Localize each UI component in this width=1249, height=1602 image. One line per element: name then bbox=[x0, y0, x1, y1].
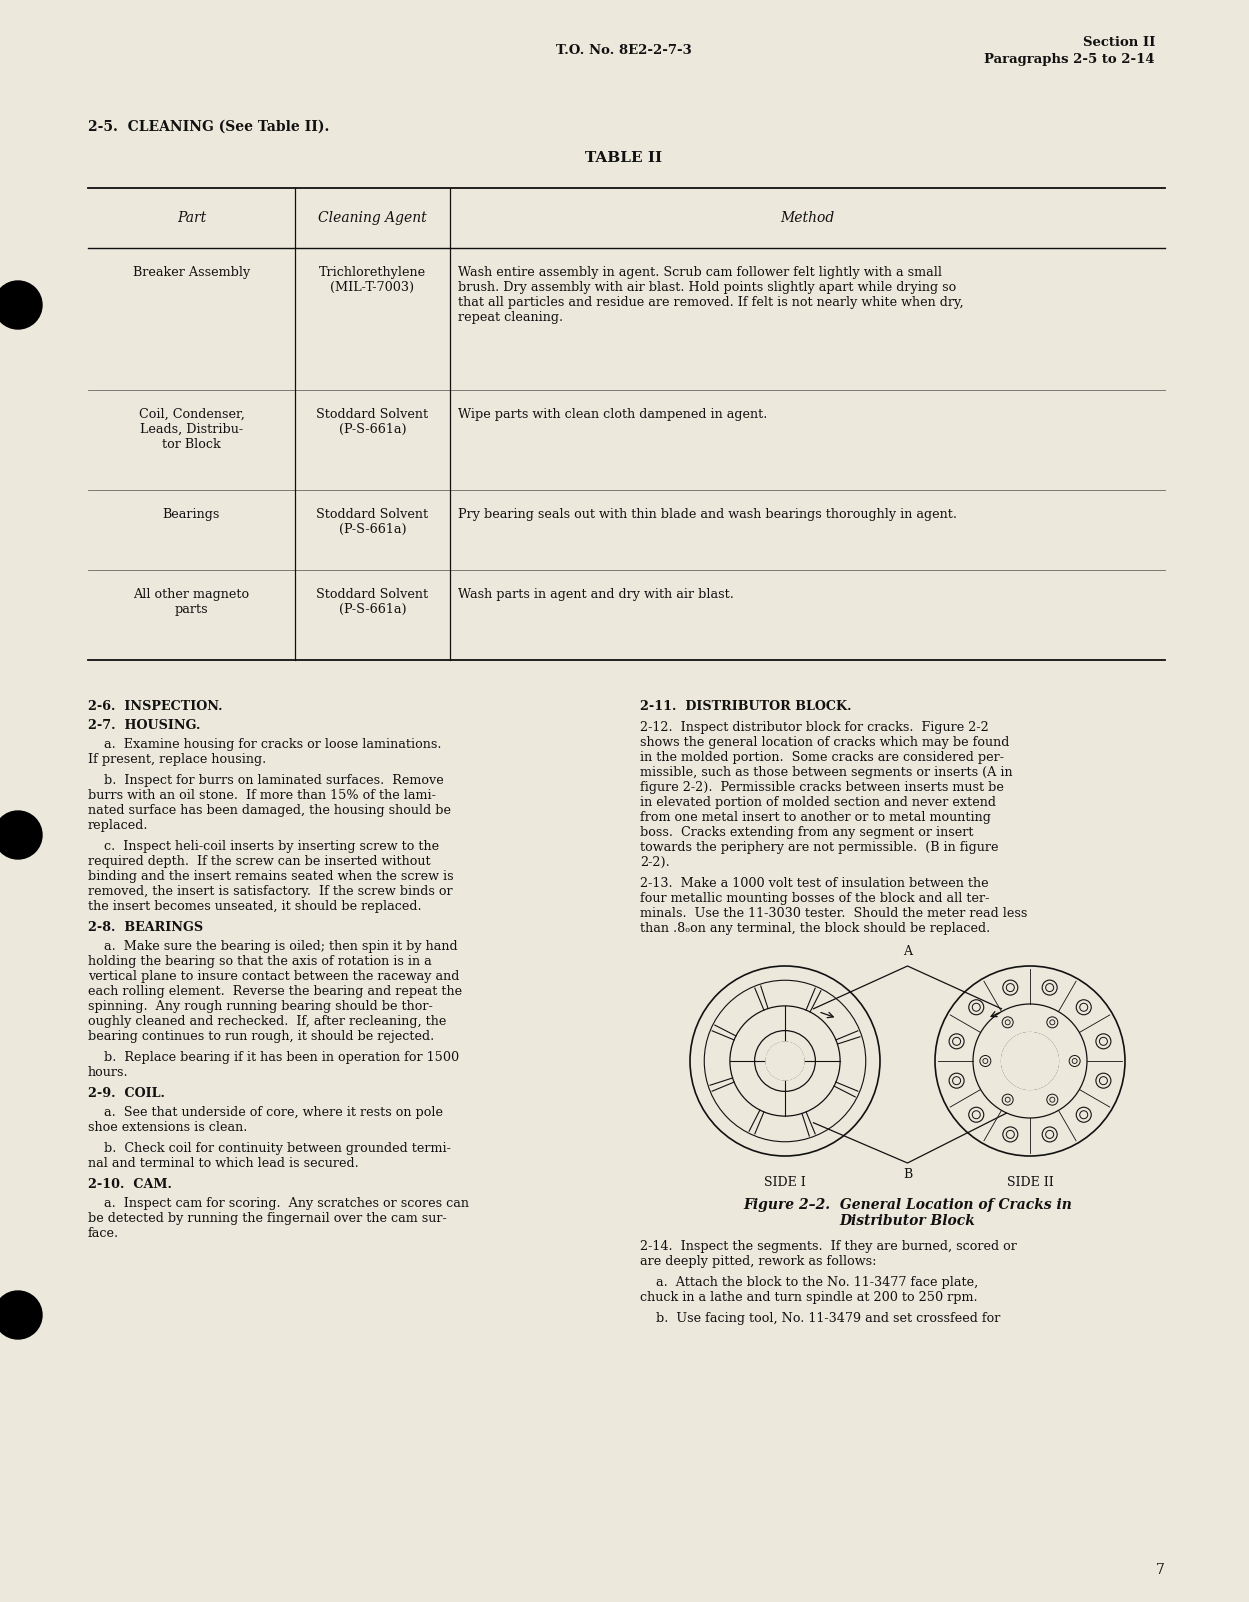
Text: Section II: Section II bbox=[1083, 35, 1155, 48]
Text: Breaker Assembly: Breaker Assembly bbox=[132, 266, 250, 279]
Text: b.  Use facing tool, No. 11-3479 and set crossfeed for: b. Use facing tool, No. 11-3479 and set … bbox=[639, 1312, 1000, 1325]
Text: a.  Inspect cam for scoring.  Any scratches or scores can
be detected by running: a. Inspect cam for scoring. Any scratche… bbox=[87, 1197, 470, 1240]
Text: Paragraphs 2-5 to 2-14: Paragraphs 2-5 to 2-14 bbox=[984, 53, 1155, 67]
Text: Stoddard Solvent
(P-S-661a): Stoddard Solvent (P-S-661a) bbox=[316, 409, 428, 436]
Circle shape bbox=[0, 1291, 42, 1339]
Text: 2-6.  INSPECTION.: 2-6. INSPECTION. bbox=[87, 700, 222, 713]
Text: 2-7.  HOUSING.: 2-7. HOUSING. bbox=[87, 719, 200, 732]
Text: 2-14.  Inspect the segments.  If they are burned, scored or
are deeply pitted, r: 2-14. Inspect the segments. If they are … bbox=[639, 1240, 1017, 1269]
Text: a.  Attach the block to the No. 11-3477 face plate,
chuck in a lathe and turn sp: a. Attach the block to the No. 11-3477 f… bbox=[639, 1277, 978, 1304]
Text: c.  Inspect heli-coil inserts by inserting screw to the
required depth.  If the : c. Inspect heli-coil inserts by insertin… bbox=[87, 839, 453, 913]
Circle shape bbox=[1002, 1033, 1058, 1089]
Text: b.  Check coil for continuity between grounded termi-
nal and terminal to which : b. Check coil for continuity between gro… bbox=[87, 1142, 451, 1169]
Text: Stoddard Solvent
(P-S-661a): Stoddard Solvent (P-S-661a) bbox=[316, 588, 428, 617]
Text: 2-10.  CAM.: 2-10. CAM. bbox=[87, 1177, 172, 1190]
Text: Wash entire assembly in agent. Scrub cam follower felt lightly with a small
brus: Wash entire assembly in agent. Scrub cam… bbox=[458, 266, 964, 324]
Text: 7: 7 bbox=[1157, 1564, 1165, 1576]
Text: Bearings: Bearings bbox=[162, 508, 220, 521]
Text: 2-8.  BEARINGS: 2-8. BEARINGS bbox=[87, 921, 204, 934]
Text: Trichlorethylene
(MIL-T-7003): Trichlorethylene (MIL-T-7003) bbox=[318, 266, 426, 295]
Text: Cleaning Agent: Cleaning Agent bbox=[318, 211, 427, 224]
Text: 2-9.  COIL.: 2-9. COIL. bbox=[87, 1088, 165, 1101]
Text: Wipe parts with clean cloth dampened in agent.: Wipe parts with clean cloth dampened in … bbox=[458, 409, 767, 421]
Text: Pry bearing seals out with thin blade and wash bearings thoroughly in agent.: Pry bearing seals out with thin blade an… bbox=[458, 508, 957, 521]
Text: TABLE II: TABLE II bbox=[586, 151, 662, 165]
Text: Figure 2–2.  General Location of Cracks in
Distributor Block: Figure 2–2. General Location of Cracks i… bbox=[743, 1198, 1072, 1229]
Text: Part: Part bbox=[177, 211, 206, 224]
Text: A: A bbox=[903, 945, 912, 958]
Text: Method: Method bbox=[781, 211, 834, 224]
Text: 2-11.  DISTRIBUTOR BLOCK.: 2-11. DISTRIBUTOR BLOCK. bbox=[639, 700, 852, 713]
Text: 2-12.  Inspect distributor block for cracks.  Figure 2-2
shows the general locat: 2-12. Inspect distributor block for crac… bbox=[639, 721, 1013, 868]
Circle shape bbox=[0, 280, 42, 328]
Text: Wash parts in agent and dry with air blast.: Wash parts in agent and dry with air bla… bbox=[458, 588, 734, 601]
Text: SIDE I: SIDE I bbox=[764, 1176, 806, 1189]
Text: 2-13.  Make a 1000 volt test of insulation between the
four metallic mounting bo: 2-13. Make a 1000 volt test of insulatio… bbox=[639, 876, 1028, 936]
Text: 2-5.  CLEANING (See Table II).: 2-5. CLEANING (See Table II). bbox=[87, 120, 330, 135]
Circle shape bbox=[0, 811, 42, 859]
Circle shape bbox=[766, 1041, 804, 1080]
Text: b.  Replace bearing if it has been in operation for 1500
hours.: b. Replace bearing if it has been in ope… bbox=[87, 1051, 460, 1080]
Text: Stoddard Solvent
(P-S-661a): Stoddard Solvent (P-S-661a) bbox=[316, 508, 428, 537]
Text: a.  Examine housing for cracks or loose laminations.
If present, replace housing: a. Examine housing for cracks or loose l… bbox=[87, 739, 441, 766]
Text: All other magneto
parts: All other magneto parts bbox=[134, 588, 250, 617]
Text: a.  See that underside of core, where it rests on pole
shoe extensions is clean.: a. See that underside of core, where it … bbox=[87, 1105, 443, 1134]
Text: SIDE II: SIDE II bbox=[1007, 1176, 1053, 1189]
Text: B: B bbox=[903, 1168, 912, 1181]
Text: b.  Inspect for burrs on laminated surfaces.  Remove
burrs with an oil stone.  I: b. Inspect for burrs on laminated surfac… bbox=[87, 774, 451, 831]
Text: Coil, Condenser,
Leads, Distribu-
tor Block: Coil, Condenser, Leads, Distribu- tor Bl… bbox=[139, 409, 245, 452]
Text: a.  Make sure the bearing is oiled; then spin it by hand
holding the bearing so : a. Make sure the bearing is oiled; then … bbox=[87, 940, 462, 1043]
Text: T.O. No. 8E2-2-7-3: T.O. No. 8E2-2-7-3 bbox=[556, 43, 692, 56]
